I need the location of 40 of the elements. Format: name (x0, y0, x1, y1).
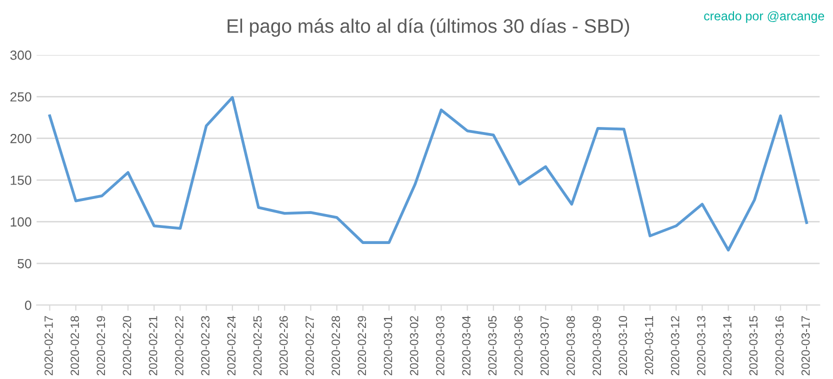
x-tick-label: 2020-02-25 (253, 316, 262, 376)
x-tick-label: 2020-03-02 (410, 316, 418, 376)
x-tick-label: 2020-03-05 (488, 316, 497, 376)
y-tick-label: 0 (24, 300, 32, 310)
x-tick-label: 2020-03-15 (749, 316, 758, 376)
chart-title: El pago más alto al día (últimos 30 días - SBD) (228, 18, 630, 37)
x-tick-label: 2020-03-04 (462, 316, 470, 376)
x-tick-label: 2020-02-29 (358, 316, 366, 376)
x-tick-label: 2020-03-06 (514, 316, 523, 376)
x-tick-label: 2020-03-03 (436, 316, 444, 376)
x-tick-label: 2020-03-14 (723, 316, 732, 376)
x-tick-label: 2020-03-12 (670, 316, 680, 376)
x-tick-label: 2020-03-07 (540, 316, 549, 376)
y-tick-label: 250 (10, 92, 32, 102)
x-tick-label: 2020-02-18 (70, 316, 79, 376)
x-tick-label: 2020-02-27 (306, 316, 314, 376)
x-tick-label: 2020-03-16 (775, 316, 784, 376)
line-series (48, 96, 808, 252)
x-tick-label: 2020-03-09 (592, 316, 601, 376)
x-tick-label: 2020-03-10 (618, 316, 628, 376)
y-tick-label: 150 (10, 176, 32, 185)
x-tick-label: 2020-02-22 (175, 316, 184, 376)
x-tick-label: 2020-03-08 (566, 316, 575, 376)
x-tick-label: 2020-02-17 (44, 316, 53, 376)
y-tick-label: 300 (10, 50, 32, 60)
y-tick-label: 200 (10, 134, 32, 144)
x-tick-label: 2020-02-23 (201, 316, 210, 376)
y-tick-label: 50 (18, 258, 32, 268)
x-tick-label: 2020-03-01 (384, 316, 392, 376)
x-tick-label: 2020-03-11 (644, 316, 654, 374)
y-tick-label: 100 (10, 217, 32, 227)
text: creado por @arcange (704, 11, 824, 23)
x-tick-label: 2020-02-26 (279, 316, 288, 376)
x-tick-label: 2020-02-20 (122, 316, 132, 376)
x-tick-label: 2020-02-19 (96, 316, 106, 376)
x-tick-label: 2020-03-17 (801, 316, 810, 376)
x-tick-label: 2020-02-21 (148, 316, 158, 376)
x-tick-label: 2020-03-13 (697, 316, 706, 376)
x-tick-label: 2020-02-24 (227, 316, 236, 376)
x-tick-label: 2020-02-28 (332, 316, 340, 376)
